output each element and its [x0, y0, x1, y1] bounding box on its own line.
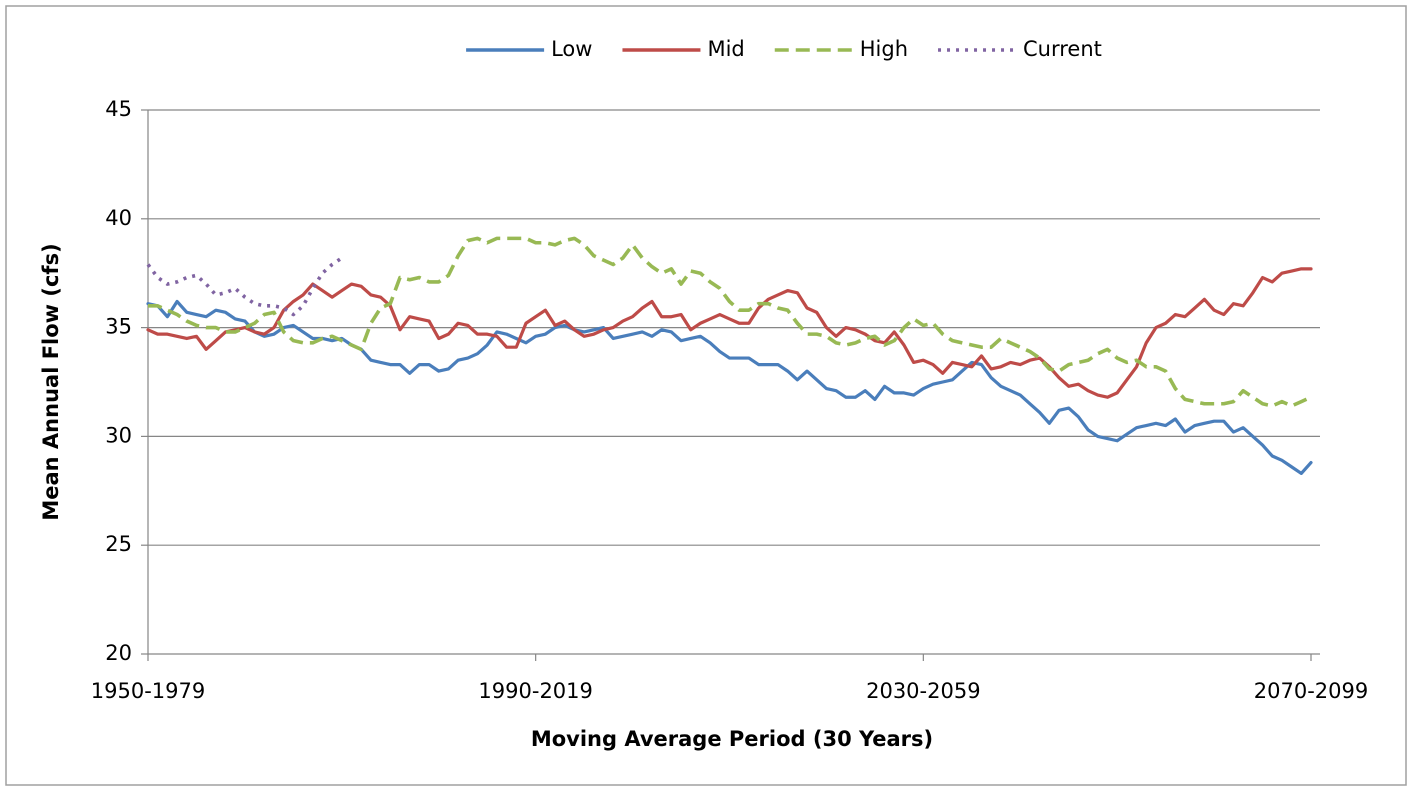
y-tick-label: 20 [105, 641, 132, 665]
x-tick-label: 2030-2059 [866, 679, 980, 703]
legend-label: Current [1023, 37, 1102, 61]
legend-label: Low [551, 37, 592, 61]
legend-label: Mid [707, 37, 744, 61]
x-axis-title: Moving Average Period (30 Years) [531, 727, 933, 751]
legend-label: High [860, 37, 908, 61]
series-line [146, 267, 1313, 399]
y-tick-label: 35 [105, 315, 132, 339]
series-line [148, 236, 1312, 408]
y-tick-label: 40 [105, 206, 132, 230]
x-tick-label: 1950-1979 [91, 679, 205, 703]
y-tick-label: 25 [105, 532, 132, 556]
series-line [146, 256, 343, 317]
y-tick-label: 45 [105, 97, 132, 121]
x-tick-label: 1990-2019 [478, 679, 592, 703]
x-tick-label: 2070-2099 [1254, 679, 1368, 703]
y-tick-label: 30 [105, 423, 132, 447]
chart-frame [5, 5, 1407, 786]
y-axis-title: Mean Annual Flow (cfs) [39, 243, 63, 520]
series-line [146, 299, 1313, 475]
